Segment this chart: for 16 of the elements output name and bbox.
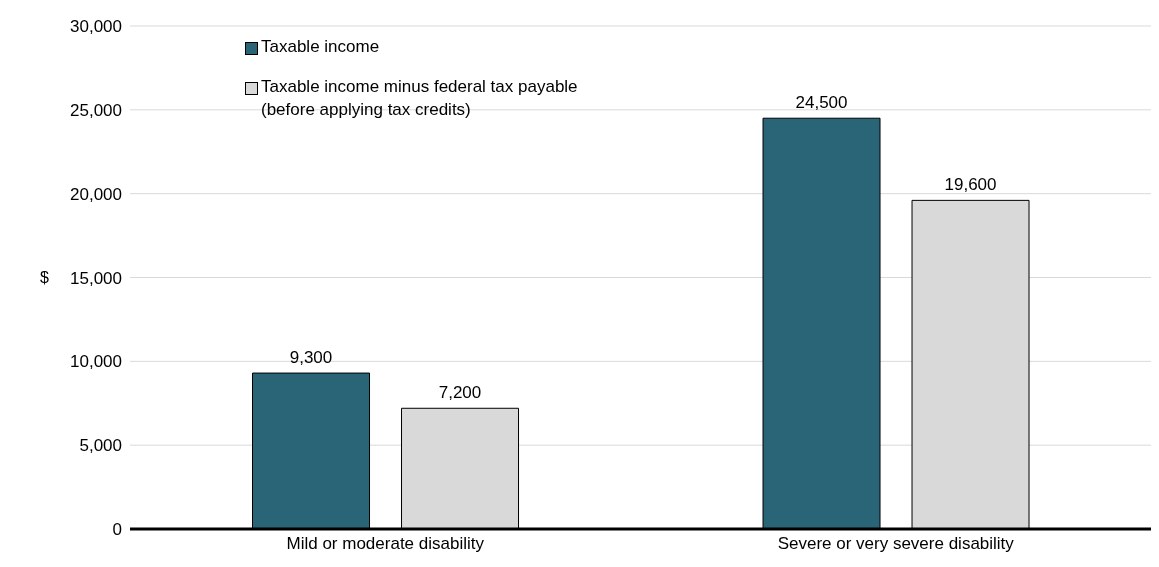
legend-label: Taxable income minus federal tax payable (before applying tax credits): [261, 76, 578, 121]
x-tick-label: Mild or moderate disability: [286, 534, 485, 554]
y-tick-label: 10,000: [70, 352, 122, 372]
y-tick-label: 5,000: [79, 436, 122, 456]
legend-label: Taxable income: [261, 36, 380, 58]
y-tick-label: 0: [112, 520, 122, 540]
y-tick-label: 15,000: [70, 268, 122, 288]
y-tick-label: 30,000: [70, 17, 122, 37]
data-label: 9,300: [289, 348, 333, 368]
y-axis-title: $: [40, 269, 49, 287]
data-label: 24,500: [795, 93, 848, 113]
data-label: 7,200: [438, 383, 482, 403]
y-tick-label: 25,000: [70, 100, 122, 120]
x-tick-label: Severe or very severe disability: [777, 534, 1015, 554]
y-tick-label: 20,000: [70, 184, 122, 204]
data-label: 19,600: [944, 175, 997, 195]
